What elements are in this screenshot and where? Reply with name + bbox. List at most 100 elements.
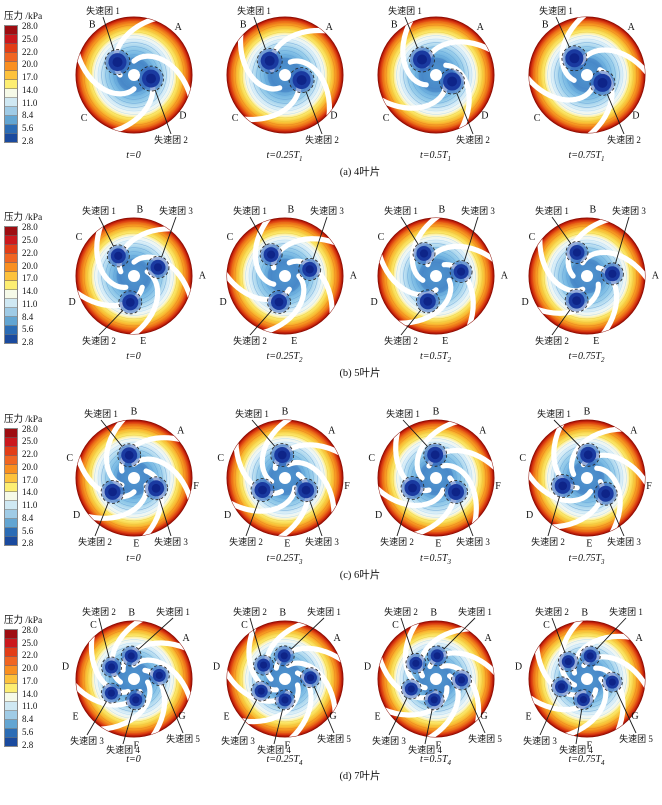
contour-line: [230, 222, 339, 330]
stall-cell-dashed-ring: [293, 477, 318, 502]
impeller-blade: [245, 622, 279, 693]
stall-cell: [438, 68, 465, 95]
colorbar-segment: [5, 710, 17, 720]
stall-cell: [116, 442, 141, 467]
rim-letter-label: E: [593, 336, 599, 347]
contour-line: [90, 233, 177, 320]
pressure-colorbar: 压力 /kPa 28.0 25.0 22.0 20.0 17.0 14.0 11.0 8.4 5.…: [0, 403, 58, 604]
impeller-blade: [377, 483, 446, 508]
stall-cell-label: 失速团 3: [372, 735, 406, 746]
stall-cell-label: 失速团 2: [229, 536, 263, 547]
impeller-blade: [379, 684, 449, 718]
stall-cell: [572, 688, 594, 710]
stall-cell-label: 失速团 1: [384, 205, 418, 216]
colorbar-tick-label: 20.0: [22, 59, 38, 70]
hub-circle: [429, 672, 442, 685]
stall-cell: [550, 676, 572, 697]
rim-letter-label: A: [182, 633, 190, 644]
row-caption: (b) 5叶片: [339, 368, 381, 380]
impeller-contour-plot: B A C D 失速团 1 失速团 2: [528, 5, 645, 145]
colorbar-segment: [5, 53, 17, 62]
contour-line: [543, 31, 630, 119]
colorbar-segment: [5, 107, 17, 116]
stall-cell-dashed-ring: [299, 667, 321, 688]
impeller-blade: [528, 687, 598, 712]
colorbar-tick-label: 5.6: [22, 525, 34, 536]
rim-letter-label: D: [521, 297, 528, 308]
row-panels-area: C B A D E 失速团 1 失速团 3 失速团 2 t=0 C B A D E 失速团 1 失速团 3 失速…: [58, 201, 662, 402]
stall-cell-dashed-ring: [438, 68, 465, 95]
colorbar-segment: [5, 326, 17, 336]
contour-line: [378, 420, 493, 535]
stall-cell-dashed-ring: [579, 645, 601, 667]
rim-letter-label: E: [284, 538, 290, 549]
colorbar-gradient: [4, 628, 18, 747]
hub-circle: [580, 471, 593, 484]
stall-cell: [104, 49, 130, 75]
impeller-contour-plot: B A C D E F 失速团 1 失速团 2 失速团 3: [519, 406, 652, 549]
colorbar-tick-label: 14.0: [22, 286, 38, 297]
stall-cell: [565, 241, 588, 265]
colorbar-segment: [5, 719, 17, 729]
contour-line: [241, 635, 328, 722]
rim-letter-label: A: [484, 633, 492, 644]
stall-cell: [100, 656, 122, 678]
stall-cell: [266, 290, 291, 315]
hub-circle: [127, 69, 140, 81]
rim-letter-label: B: [390, 20, 397, 31]
impeller-blade: [237, 29, 282, 92]
rim-letter-label: C: [90, 620, 97, 631]
rim-letter-label: D: [481, 111, 488, 122]
stall-cell-dashed-ring: [266, 290, 291, 315]
leader-line: [404, 16, 418, 49]
colorbar-tick-label: 20.0: [22, 461, 38, 472]
impeller-blade: [393, 277, 453, 326]
colorbar-segment: [5, 647, 17, 657]
colorbar-segment: [5, 455, 17, 465]
contour-line: [381, 21, 490, 129]
colorbar-tick-label: 22.0: [22, 650, 38, 661]
rim-letter-label: G: [178, 711, 185, 722]
rim-letter-label: F: [495, 481, 501, 492]
leader-line: [249, 617, 261, 656]
rim-letter-label: C: [543, 620, 550, 631]
colorbar-tick-label: 17.0: [22, 273, 38, 284]
colorbar-ticks: 28.0 25.0 22.0 20.0 17.0 14.0 11.0 8.4 5.6 2.8: [22, 22, 38, 146]
colorbar-segment: [5, 509, 17, 519]
stall-cell: [422, 442, 447, 467]
rim-letter-label: C: [368, 452, 375, 463]
rim-letter-label: C: [80, 113, 87, 124]
stall-cell-label: 失速团 3: [461, 205, 495, 216]
rim-letter-label: B: [430, 607, 437, 618]
stall-cell-dashed-ring: [288, 67, 314, 93]
stall-cell-label: 失速团 4: [257, 744, 291, 755]
leader-line: [464, 688, 485, 733]
rim-letter-label: E: [140, 336, 146, 347]
stall-cell-dashed-ring: [449, 260, 472, 284]
contour-line: [90, 31, 177, 119]
contour-line: [83, 628, 184, 729]
time-label: t=0.5T1: [419, 150, 452, 163]
contour-line: [381, 423, 490, 532]
contour-line: [536, 628, 637, 729]
leader-line: [615, 690, 636, 733]
colorbar-ticks: 28.0 25.0 22.0 20.0 17.0 14.0 11.0 8.4 5.6 2.8: [22, 223, 38, 347]
stall-cell: [415, 289, 440, 314]
colorbar-tick-label: 20.0: [22, 260, 38, 271]
colorbar-segment: [5, 89, 17, 98]
panel-a-3: B A C D 失速团 1 失速团 2 t=0.5T1: [360, 2, 511, 163]
panel-d-4: B C A D E F G 失速团 1 失速团 2 失速团 3 失速团 4 失速团 5 t=0.75T4: [511, 606, 662, 767]
colorbar-title: 压力 /kPa: [4, 12, 43, 22]
leader-line: [237, 699, 257, 735]
rim-letter-label: D: [330, 111, 337, 122]
stall-cell-label: 失速团 2: [380, 536, 414, 547]
leader-line: [158, 498, 171, 536]
panel-d-1: B C A D E F G 失速团 1 失速团 2 失速团 3 失速团 4 失速团 5 t=0: [58, 606, 209, 767]
panel-c-4: B A C D E F 失速团 1 失速团 2 失速团 3 t=0.75T3: [511, 405, 662, 566]
contour-line: [79, 222, 188, 330]
hub-circle: [127, 471, 140, 484]
colorbar-segment: [5, 527, 17, 537]
contour-line: [402, 42, 469, 108]
leader-line: [102, 16, 114, 51]
